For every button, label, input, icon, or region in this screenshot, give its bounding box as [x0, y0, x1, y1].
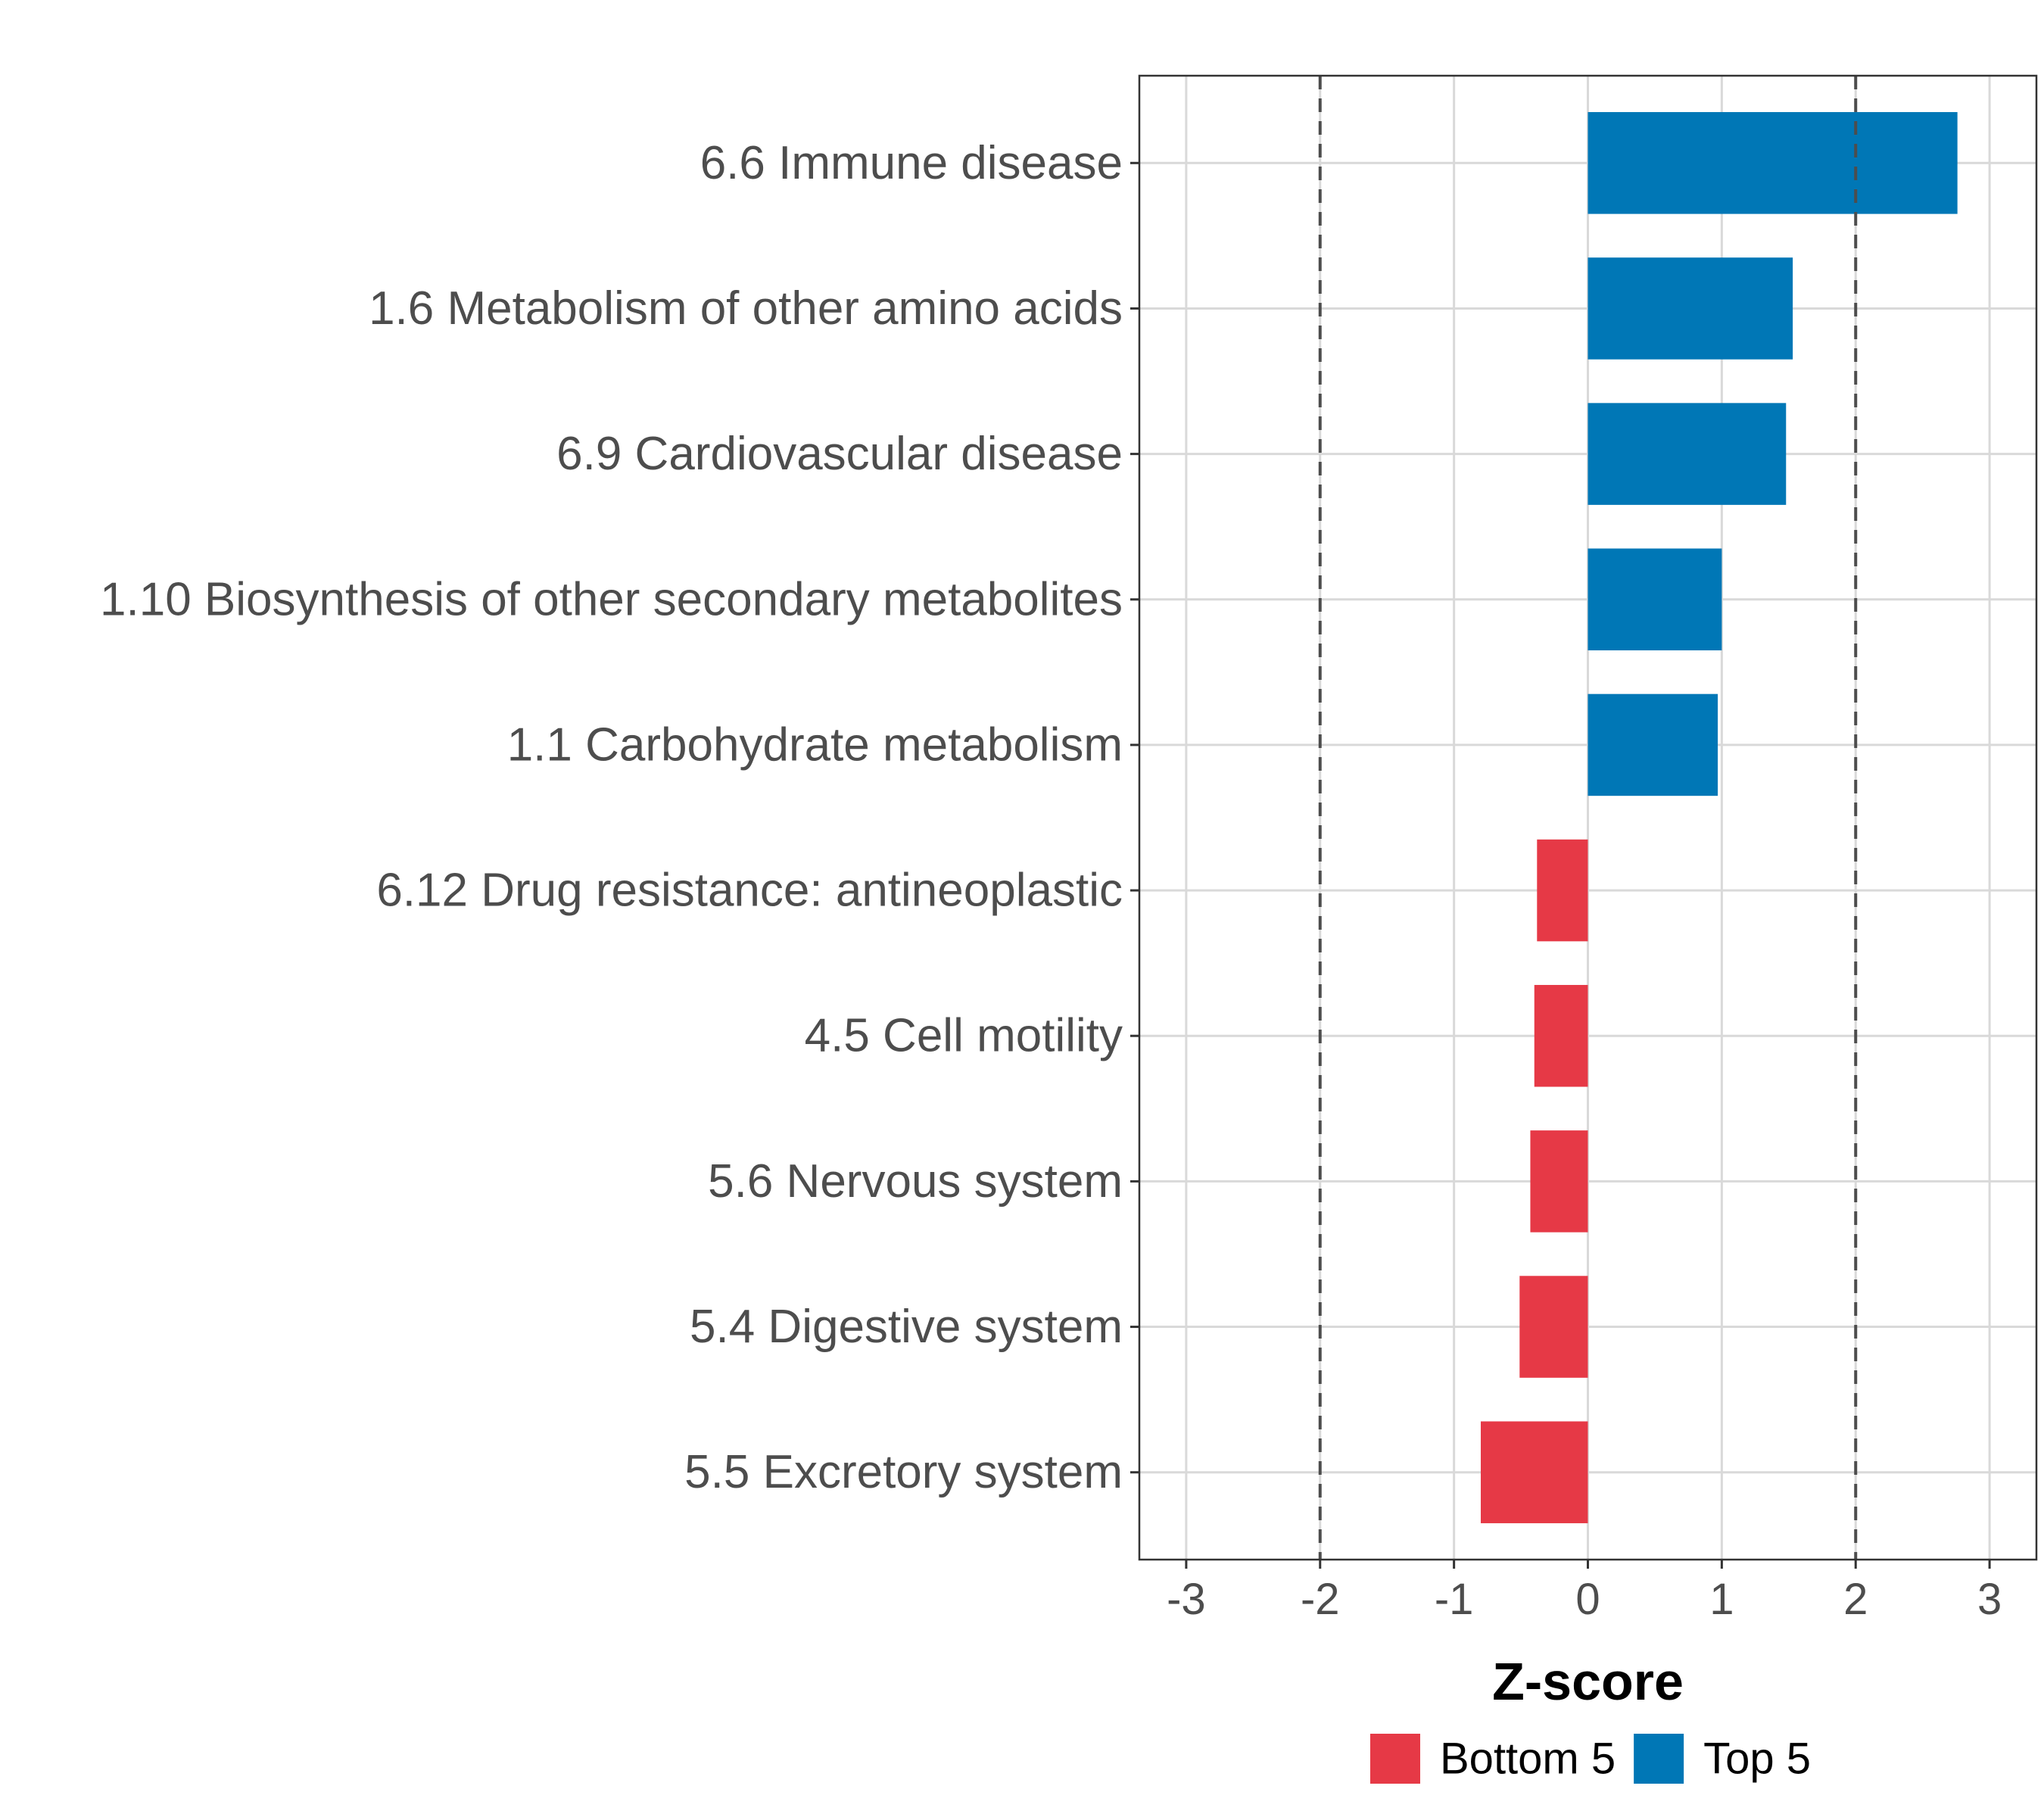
bar [1588, 548, 1722, 651]
x-tick-label: 1 [1709, 1575, 1734, 1624]
bar [1534, 984, 1588, 1087]
x-tick-label: 2 [1843, 1575, 1868, 1624]
category-label: 5.4 Digestive system [690, 1301, 1123, 1353]
category-label: 1.6 Metabolism of other amino acids [369, 282, 1123, 335]
legend: Bottom 5 Top 5 [1370, 1734, 1811, 1784]
x-tick-label: 0 [1575, 1575, 1600, 1624]
legend-label: Top 5 [1703, 1734, 1811, 1784]
bars [1481, 112, 1958, 1523]
category-label: 6.12 Drug resistance: antineoplastic [376, 865, 1123, 917]
legend-label: Bottom 5 [1440, 1734, 1616, 1784]
category-label: 5.5 Excretory system [684, 1446, 1123, 1498]
x-axis-title: Z-score [1492, 1652, 1684, 1711]
legend-key [1634, 1734, 1684, 1784]
x-tick-label: -2 [1301, 1575, 1340, 1624]
category-label: 1.10 Biosynthesis of other secondary met… [100, 573, 1123, 625]
reference-lines [1318, 76, 1858, 1560]
legend-key [1370, 1734, 1420, 1784]
x-tick-label: -1 [1435, 1575, 1474, 1624]
bar [1530, 1130, 1588, 1233]
category-label: 6.6 Immune disease [700, 137, 1123, 189]
x-axis-tick-labels: -3 -2 -1 0 1 2 3 [1167, 1575, 2002, 1624]
y-axis-category-labels: 6.6 Immune disease 1.6 Metabolism of othe… [100, 137, 1123, 1498]
y-axis-ticks [1130, 161, 1139, 1474]
bar [1519, 1276, 1588, 1378]
category-label: 6.9 Cardiovascular disease [556, 428, 1123, 480]
bar [1588, 257, 1793, 360]
x-axis-ticks [1185, 1560, 1991, 1569]
bar [1481, 1421, 1588, 1523]
bar [1588, 112, 1958, 214]
bar [1537, 839, 1588, 942]
x-tick-label: 3 [1977, 1575, 2002, 1624]
bar [1588, 403, 1787, 505]
category-label: 4.5 Cell motility [805, 1010, 1123, 1062]
category-label: 5.6 Nervous system [708, 1155, 1123, 1208]
category-label: 1.1 Carbohydrate metabolism [507, 718, 1123, 771]
x-tick-label: -3 [1167, 1575, 1206, 1624]
bar [1588, 693, 1718, 796]
